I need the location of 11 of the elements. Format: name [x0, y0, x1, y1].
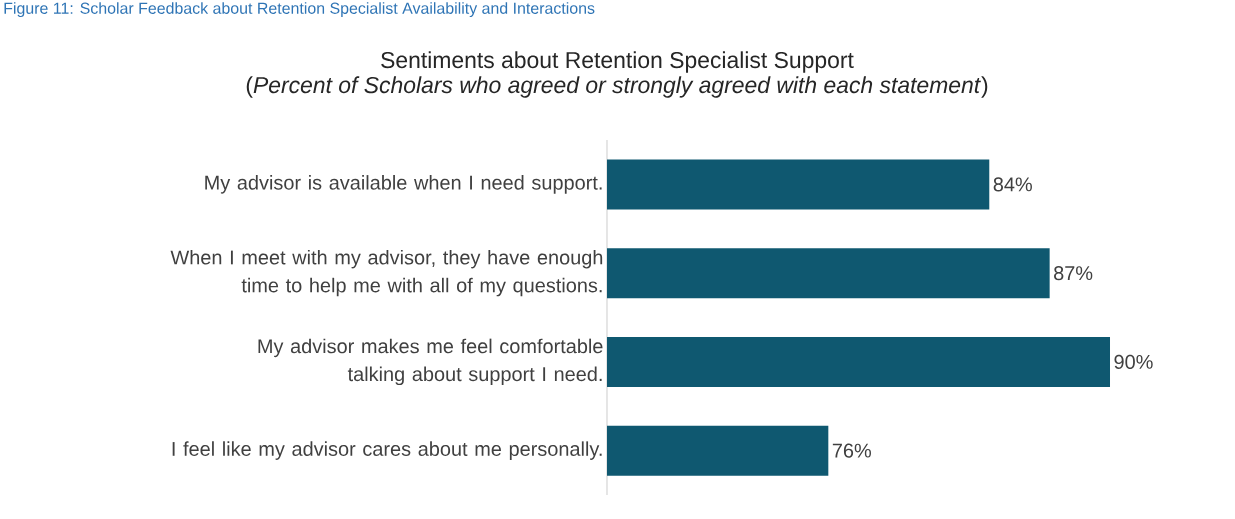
data-label: 84% [993, 177, 1032, 192]
y-tick-label: My advisor is available when I need support. [205, 175, 602, 194]
data-label: 76% [832, 443, 871, 458]
y-tick-label: I feel like my advisor cares about me personally. [172, 441, 602, 460]
chart-subtitle: (Percent of Scholars who agreed or strongly agreed with each statement) [246, 76, 988, 98]
caption: Figure 11: Scholar Feedback about Retention Specialist Availability and Interactions [4, 2, 595, 18]
data-label: 90% [1114, 354, 1153, 369]
chart-title: Sentiments about Retention Specialist Support [381, 51, 854, 73]
y-tick-label: When I meet with my advisor, they have enough time to help me with all of my questions. [170, 249, 603, 297]
data-label: 87% [1054, 266, 1093, 281]
y-tick-label: My advisor makes me feel comfortable talking about support I need. [258, 338, 603, 386]
